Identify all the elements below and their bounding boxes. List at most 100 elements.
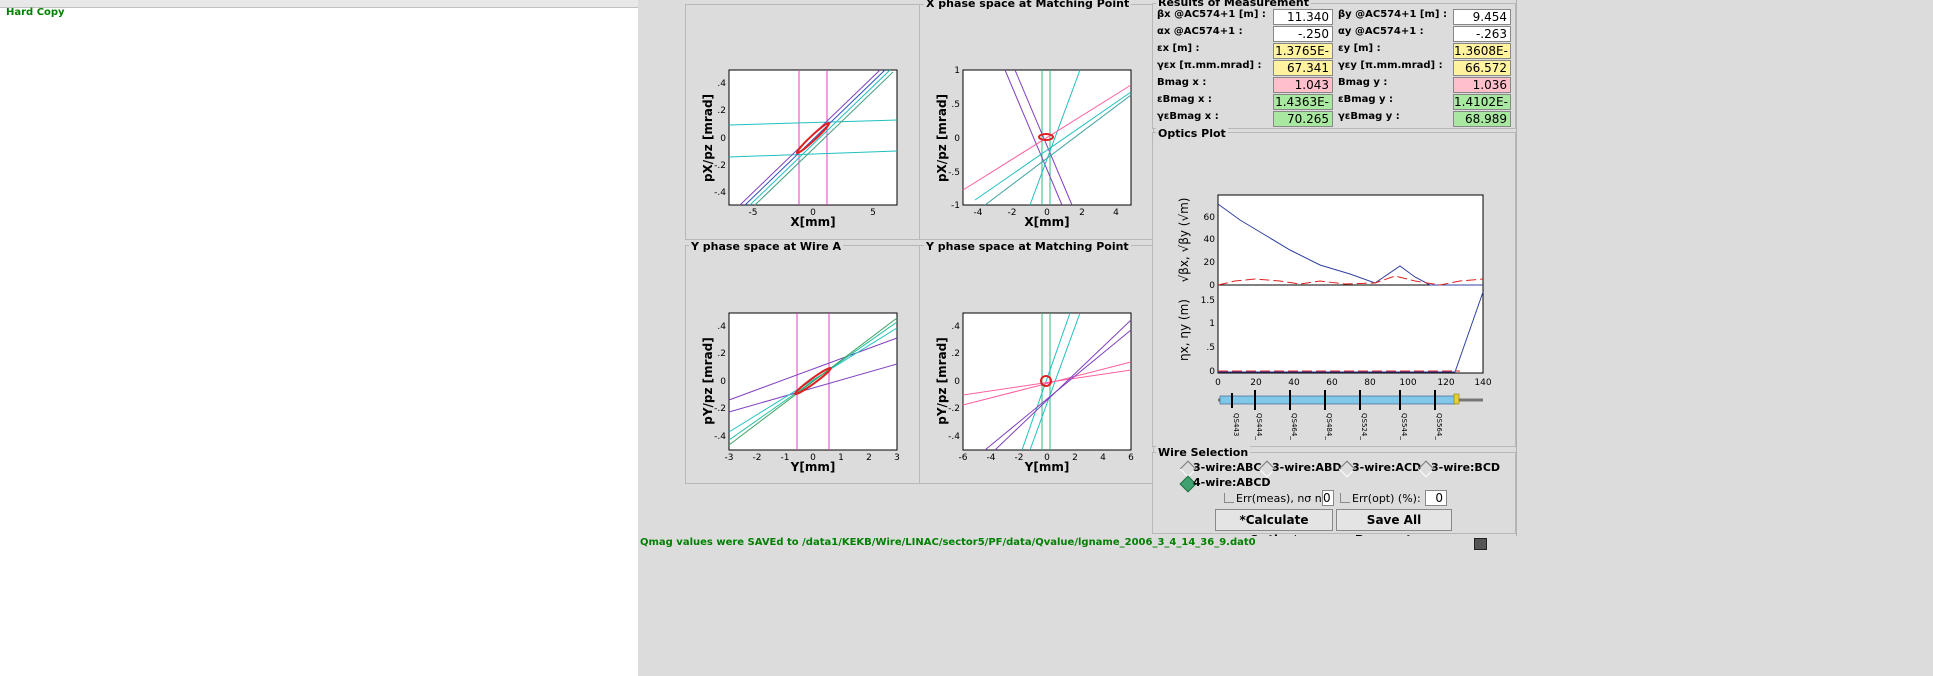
result-label-left: γεx [π.mm.mrad] : [1157, 60, 1262, 71]
y-match-ytick: 0 [954, 377, 960, 387]
y-match-xlabel: Y[mm] [1024, 460, 1070, 474]
y-wire-xtick: -3 [725, 453, 734, 463]
result-value-right[interactable]: 68.989 [1453, 111, 1511, 127]
y-wire-xtick: -2 [753, 453, 762, 463]
err-opt-checkbox[interactable] [1340, 493, 1350, 503]
x-wire-ellipse [795, 121, 831, 155]
x-wire-line [728, 150, 898, 158]
y-match-plot: Y[mm] pY/pz [mrad] -6 -4 -2 0 2 4 6 .4 .… [935, 312, 1134, 474]
optics-xtick: 120 [1437, 378, 1454, 388]
eta-x-curve [1218, 291, 1484, 373]
status-bar [638, 536, 1933, 676]
dispersion-ytick: 1 [1209, 319, 1215, 329]
y-match-xtick: 6 [1128, 453, 1134, 463]
optics-xtick: 60 [1326, 378, 1338, 388]
result-value-right[interactable]: 1.036 [1453, 77, 1511, 93]
right-edge-divider [1516, 0, 1517, 536]
x-wire-line [749, 69, 891, 206]
beta-ytick: 40 [1204, 235, 1216, 245]
y-match-xtick: -2 [1015, 453, 1024, 463]
beta-y-curve [1217, 275, 1484, 286]
y-wire-line [728, 337, 898, 401]
result-value-left[interactable]: 11.340 [1273, 9, 1333, 25]
x-wire-xtick: 0 [810, 208, 816, 218]
result-value-right[interactable]: -.263 [1453, 26, 1511, 42]
element-label: QS443 [1232, 413, 1240, 436]
result-label-right: Bmag y : [1338, 77, 1388, 88]
wire-option-label[interactable]: 3-wire:ABC [1193, 461, 1262, 474]
x-wire-ytick: .4 [717, 79, 726, 89]
y-wire-title: Y phase space at Wire A [689, 240, 844, 253]
beta-axes [1217, 194, 1484, 286]
y-wire-plot: Y[mm] pY/pz [mrad] -3 -2 -1 0 1 2 3 .4 .… [701, 312, 900, 474]
x-wire-xtick: -5 [749, 208, 758, 218]
hard-copy-button[interactable]: Hard Copy [6, 7, 65, 18]
result-value-right[interactable]: 9.454 [1453, 9, 1511, 25]
y-wire-xlabel: Y[mm] [790, 460, 836, 474]
y-match-xtick: 2 [1072, 453, 1078, 463]
x-match-line [984, 94, 1132, 206]
optics-xtick: 0 [1215, 378, 1221, 388]
optics-xtick: 20 [1250, 378, 1262, 388]
err-meas-n-input[interactable]: 0 [1322, 490, 1334, 506]
y-match-title: Y phase space at Matching Point [924, 240, 1131, 253]
result-value-right[interactable]: 1.3608E-8 [1453, 43, 1511, 73]
y-wire-xtick: 2 [866, 453, 872, 463]
result-label-right: γεBmag y : [1338, 111, 1400, 122]
y-wire-line [728, 317, 898, 446]
x-wire-line [744, 69, 886, 206]
err-opt-input[interactable]: 0 [1425, 490, 1447, 506]
err-meas-label: Err(meas), nσ n: [1236, 492, 1326, 505]
beta-ytick: 60 [1204, 213, 1216, 223]
wire-option-label[interactable]: 3-wire:BCD [1431, 461, 1501, 474]
result-label-left: εx [m] : [1157, 43, 1200, 54]
y-wire-ylabel: pY/pz [mrad] [701, 337, 715, 425]
dispersion-ytick: 0 [1209, 367, 1215, 377]
results-title: Results of Measurement [1156, 0, 1311, 9]
optics-title: Optics Plot [1156, 127, 1228, 140]
x-match-plot: X[mm] pX/pz [mrad] -4 -2 0 2 4 1 .5 0 -.… [935, 66, 1132, 229]
err-meas-checkbox[interactable] [1224, 493, 1234, 503]
x-wire-ytick: .2 [717, 106, 726, 116]
x-match-xlabel: X[mm] [1024, 215, 1069, 229]
y-wire-ytick: .2 [717, 349, 726, 359]
status-message: Qmag values were SAVEd to /data1/KEKB/Wi… [640, 537, 1256, 548]
y-wire-xtick: 1 [838, 453, 844, 463]
result-value-left[interactable]: 70.265 [1273, 111, 1333, 127]
x-match-xtick: 0 [1044, 208, 1050, 218]
result-value-left[interactable]: 1.3765E-8 [1273, 43, 1333, 73]
y-match-xtick: -6 [959, 453, 968, 463]
result-value-left[interactable]: 1.4363E-8 [1273, 94, 1333, 124]
y-match-xtick: -4 [987, 453, 996, 463]
y-wire-ytick: -.2 [714, 404, 726, 414]
x-match-ytick: 0 [954, 134, 960, 144]
wire-selection-title: Wire Selection [1156, 446, 1251, 459]
x-match-line [974, 91, 1132, 201]
result-value-left[interactable]: -.250 [1273, 26, 1333, 42]
y-match-xtick: 4 [1100, 453, 1106, 463]
result-value-right[interactable]: 1.4102E-8 [1453, 94, 1511, 124]
element-label: QS564_1 [1435, 413, 1443, 440]
calculate-optics-button[interactable]: *Calculate Optics* [1215, 509, 1333, 547]
result-value-right[interactable]: 66.572 [1453, 60, 1511, 76]
status-printer-icon[interactable] [1474, 538, 1487, 550]
result-label-left: γεBmag x : [1157, 111, 1219, 122]
y-match-ylabel: pY/pz [mrad] [935, 337, 949, 425]
save-all-parameters-button[interactable]: Save All Parameters [1336, 509, 1452, 547]
wire-selection-panel [1152, 452, 1516, 534]
x-match-ytick: -.5 [948, 168, 960, 178]
y-match-line [1021, 312, 1071, 451]
result-label-left: αx @AC574+1 : [1157, 26, 1243, 37]
result-value-left[interactable]: 67.341 [1273, 60, 1333, 76]
x-match-line [1029, 69, 1081, 206]
y-match-line [994, 319, 1132, 451]
x-match-line [1004, 69, 1063, 206]
result-value-left[interactable]: 1.043 [1273, 77, 1333, 93]
x-wire-ytick: -.4 [714, 188, 726, 198]
wire-option-label[interactable]: 4-wire:ABCD [1193, 476, 1271, 489]
y-wire-ellipse [794, 366, 832, 396]
result-label-left: Bmag x : [1157, 77, 1207, 88]
y-match-ytick: .4 [951, 322, 960, 332]
wire-option-label[interactable]: 3-wire:ACD [1352, 461, 1422, 474]
wire-option-label[interactable]: 3-wire:ABD [1272, 461, 1342, 474]
